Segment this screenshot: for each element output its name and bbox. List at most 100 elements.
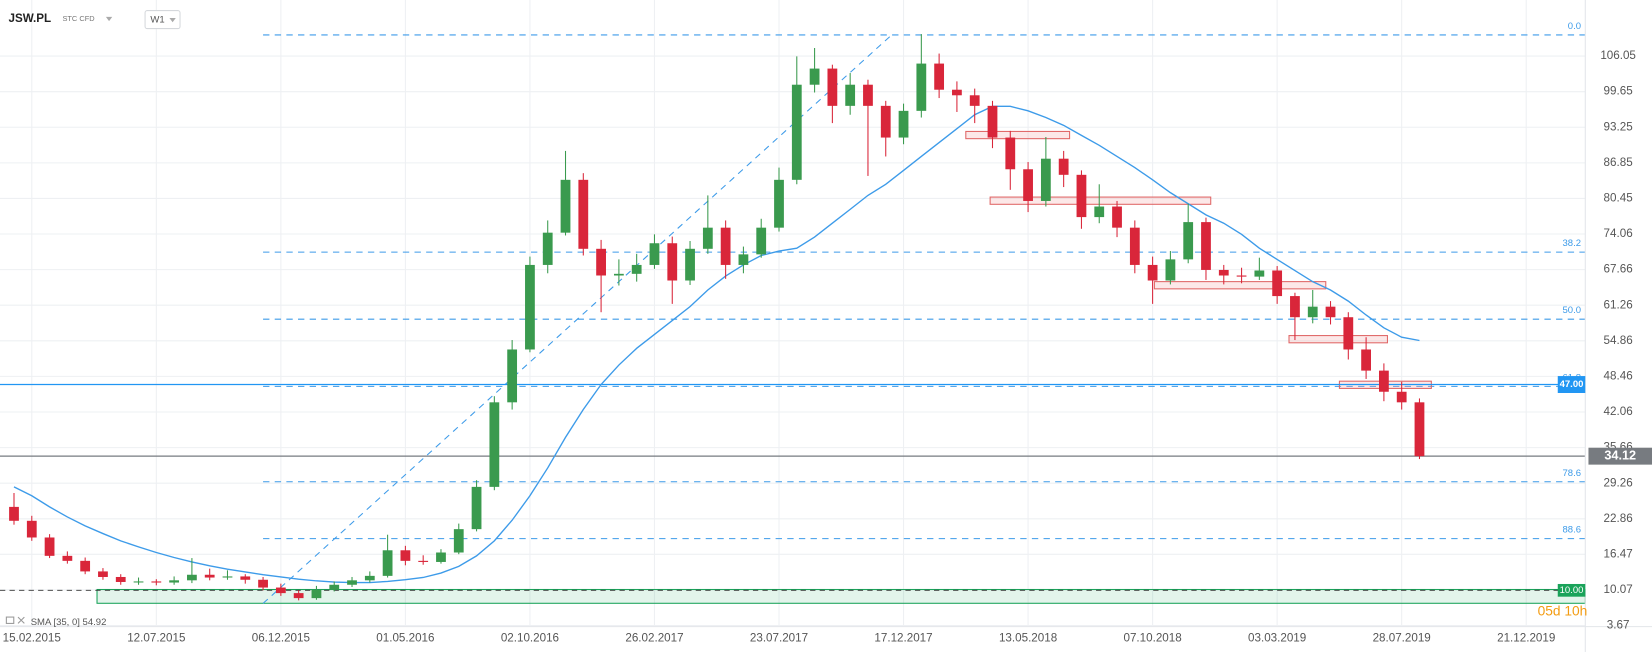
resistance-box [989,196,1212,205]
candle-body [756,227,767,255]
x-tick-label: 03.03.2019 [1248,631,1306,644]
candle-body [649,243,660,265]
candle-body [418,560,429,562]
candle-body [863,84,873,106]
candle-body [80,560,91,572]
timeframe-button[interactable] [144,10,181,30]
candle-body [560,179,571,233]
candle-body [204,574,215,578]
candle-body [1414,402,1425,457]
symbol-dropdown[interactable] [105,16,113,22]
y-tick-label: 54.86 [1604,334,1633,347]
candle-body [702,227,713,249]
candle-body [347,580,357,585]
candle-body [685,248,695,281]
candle-body [44,537,55,556]
y-tick-label: 106.05 [1600,49,1636,62]
candle-body [453,529,464,553]
candle-body [880,105,891,138]
y-tick-label: 80.45 [1604,192,1633,205]
candle-body [667,243,678,281]
candle-body [916,63,927,111]
y-tick-label: 22.86 [1604,512,1633,525]
price-label: 47.00 [1560,379,1584,390]
x-tick-label: 02.10.2016 [501,631,559,644]
candle-body [436,552,446,562]
candle-body [720,227,731,265]
candle-body [1218,269,1229,276]
y-tick-label: 99.65 [1604,85,1633,98]
fib-label: 88.6 [1563,525,1582,536]
y-tick-label: 42.06 [1604,405,1633,418]
candle-body [151,581,162,583]
marks [0,34,1586,604]
resistance-box [1288,335,1388,344]
indicator-close[interactable] [17,616,25,624]
candle-body [1236,275,1247,277]
candle-body [952,89,962,96]
trend-line [262,34,893,604]
zone-label-box [1557,583,1586,597]
candle-body [987,105,998,138]
candle-body [507,349,518,403]
y-tick-label: 74.06 [1604,227,1633,240]
y-tick-label: 48.46 [1604,369,1633,382]
y-tick-label: 16.47 [1604,547,1633,560]
candle-body [1272,270,1283,297]
candle-body [1254,270,1265,277]
indicator-icon[interactable] [5,616,15,624]
x-tick-label: 21.12.2019 [1497,631,1555,644]
candle-body [222,576,233,578]
x-tick-label: 12.07.2015 [127,631,185,644]
x-tick-label: 23.07.2017 [750,631,808,644]
candle-body [258,579,268,588]
candle-body [845,84,856,106]
y-tick-label: 61.26 [1604,298,1633,311]
candle-body [115,576,126,582]
candle-body [293,593,304,599]
symbol-type: STC CFD [62,14,94,23]
candle-body [1201,222,1211,270]
candle-body [1112,206,1122,228]
x-tick-label: 01.05.2016 [376,631,434,644]
candle-body [1147,264,1158,281]
candle-body [1129,227,1140,265]
candle-body [133,581,144,583]
candle-body [1307,306,1318,318]
candle-body [1325,306,1336,318]
resistance-box [1153,281,1327,290]
candle-body [1023,169,1033,201]
candle-body [489,402,500,487]
y-tick-label: 93.25 [1604,120,1633,133]
y-tick-label: 3.67 [1607,619,1630,632]
candle-countdown: 05d 10h [1538,603,1588,618]
zone-label: 10.00 [1560,585,1584,596]
x-tick-label: 17.12.2017 [874,631,932,644]
candle-body [774,179,784,228]
candle-body [542,232,553,265]
candle-body [1343,317,1354,350]
candle-body [809,68,820,85]
symbol[interactable]: JSW.PL [8,12,51,25]
candle-body [62,555,73,561]
candle-body [1058,158,1069,175]
candle-body [329,584,340,590]
fib-label: 50.0 [1563,305,1582,316]
indicator-legend: SMA [35, 0] 54.92 [31,617,107,628]
candle-body [578,179,589,249]
candle-body [240,576,251,580]
x-tick-label: 26.02.2017 [625,631,683,644]
resistance-box [965,130,1071,140]
candle-body [1361,349,1371,371]
fib-label: 38.2 [1563,238,1582,249]
candle-body [364,575,375,581]
candle-body [275,587,286,594]
timeframe: W1 [150,15,164,26]
candle-body [98,571,108,577]
candle-body [1183,222,1194,260]
candle-body [1165,259,1176,281]
candle-body [1076,174,1087,218]
candle-body [382,550,393,576]
x-tick-label: 15.02.2015 [3,631,61,644]
